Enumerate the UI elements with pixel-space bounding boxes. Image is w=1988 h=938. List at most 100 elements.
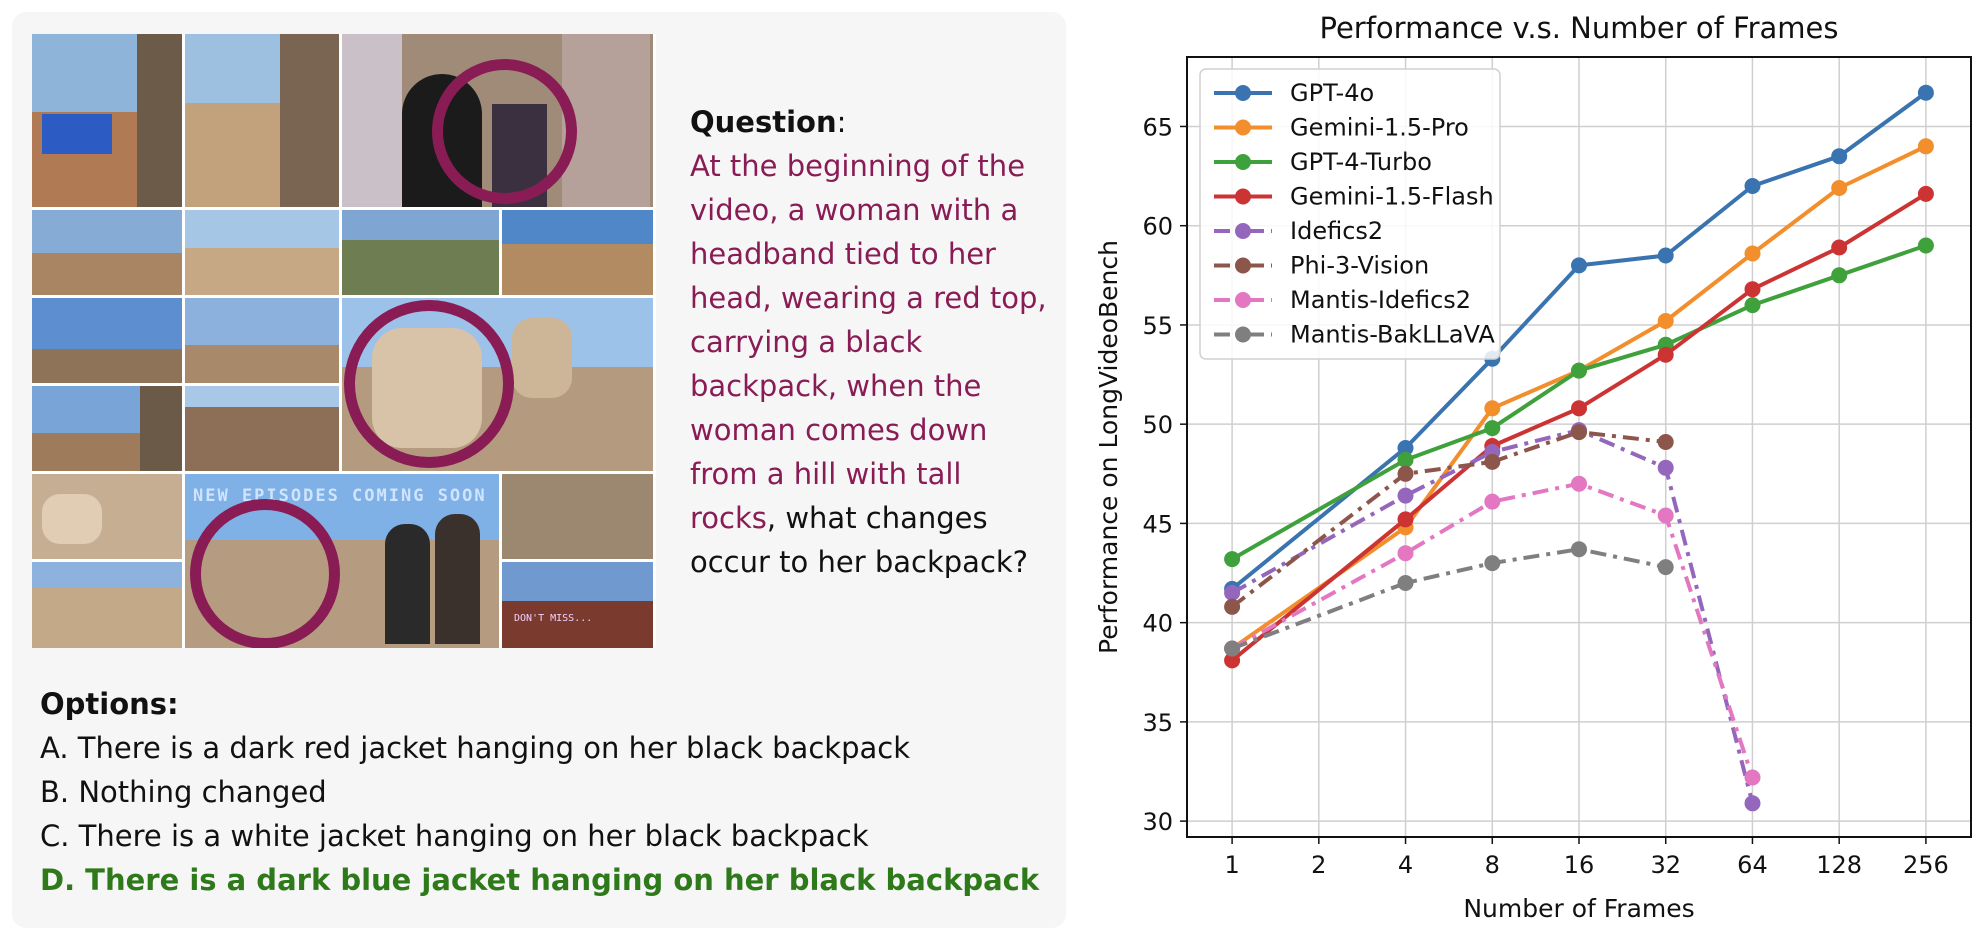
- x-tick-label: 64: [1737, 851, 1768, 879]
- data-point: [1224, 652, 1241, 669]
- data-point: [1397, 451, 1414, 468]
- video-frame: [342, 298, 653, 471]
- data-point: [1571, 257, 1587, 274]
- options-block: Options: A. There is a dark red jacket h…: [40, 682, 1050, 902]
- x-tick-label: 1: [1224, 851, 1239, 879]
- data-point: [1744, 769, 1761, 786]
- data-point: [1657, 459, 1674, 476]
- data-point: [1744, 178, 1761, 194]
- chart-legend: GPT-4o Gemini-1.5-Pro GPT-4-Turbo Gemini-1.…: [1199, 68, 1501, 360]
- data-point: [1917, 185, 1934, 202]
- data-point: [1397, 487, 1414, 504]
- legend-entry: Gemini-1.5-Pro: [1214, 114, 1469, 142]
- video-frame: [32, 474, 182, 559]
- question-panel: NEW EPISODES COMING SOON DON'T MISS... Q…: [12, 12, 1066, 928]
- video-frame: [502, 474, 653, 559]
- question-block: Question: At the beginning of the video,…: [690, 100, 1050, 584]
- data-point: [1397, 575, 1414, 591]
- data-point: [1744, 245, 1761, 262]
- data-point: [1571, 424, 1587, 441]
- highlight-circle: [344, 300, 514, 468]
- video-frame: [342, 34, 653, 207]
- video-frame: [342, 210, 499, 295]
- data-point: [1397, 511, 1414, 528]
- data-point: [1571, 475, 1587, 492]
- data-point: [1224, 598, 1241, 615]
- series-line: [1230, 91, 1928, 591]
- video-frame: [32, 34, 182, 207]
- series-line: [1231, 547, 1667, 651]
- series-line: [1230, 430, 1666, 609]
- data-point: [1484, 400, 1501, 417]
- video-frame: [185, 298, 339, 383]
- data-point: [1917, 138, 1934, 155]
- y-tick-label: 65: [1142, 113, 1173, 141]
- data-point: [1744, 297, 1761, 314]
- data-point: [1831, 239, 1848, 256]
- data-point: [1484, 493, 1501, 510]
- x-axis-label: Number of Frames: [1463, 894, 1694, 923]
- data-point: [1744, 795, 1761, 812]
- question-highlighted-text: At the beginning of the video, a woman w…: [690, 149, 1047, 535]
- legend-entry: Gemini-1.5-Flash: [1214, 183, 1494, 211]
- x-axis-ticks: 1 2 4 8 16 32 64 128 256: [1224, 837, 1949, 879]
- data-point: [1657, 313, 1674, 329]
- data-point: [1571, 541, 1587, 558]
- y-tick-label: 60: [1142, 213, 1173, 241]
- data-point: [1484, 420, 1501, 437]
- x-tick-label: 256: [1903, 851, 1949, 879]
- data-point: [1571, 400, 1587, 417]
- data-point: [1397, 440, 1414, 456]
- chart-title: Performance v.s. Number of Frames: [1319, 11, 1838, 45]
- performance-line-chart: Performance v.s. Number of Frames 30 35 40…: [1094, 11, 1972, 923]
- highlight-circle: [432, 59, 577, 204]
- video-frame: [32, 298, 182, 383]
- legend-label: Mantis-BakLLaVA: [1290, 321, 1495, 349]
- video-frame: [32, 386, 182, 471]
- legend-marker: [1235, 188, 1251, 205]
- y-axis-label: Performance on LongVideoBench: [1094, 240, 1123, 654]
- legend-marker: [1235, 119, 1251, 136]
- legend-entry: Idefics2: [1214, 217, 1383, 245]
- data-point: [1831, 180, 1848, 196]
- data-point: [1744, 281, 1761, 298]
- video-overlay-banner: NEW EPISODES COMING SOON: [193, 486, 487, 506]
- x-tick-label: 32: [1650, 851, 1681, 879]
- x-tick-label: 8: [1485, 851, 1500, 879]
- question-colon: :: [836, 105, 847, 139]
- legend-marker: [1235, 292, 1251, 308]
- x-tick-label: 2: [1311, 851, 1326, 879]
- video-frame: [185, 386, 339, 471]
- legend-marker: [1235, 223, 1251, 239]
- data-point: [1657, 247, 1674, 264]
- y-tick-label: 35: [1142, 709, 1173, 737]
- legend-label: Phi-3-Vision: [1290, 252, 1429, 280]
- y-tick-label: 50: [1142, 411, 1173, 439]
- data-point: [1917, 237, 1934, 254]
- video-frame-collage: NEW EPISODES COMING SOON DON'T MISS...: [32, 34, 656, 648]
- series-line: [1231, 481, 1755, 779]
- option-d-correct: D. There is a dark blue jacket hanging o…: [40, 863, 1040, 897]
- legend-label: Gemini-1.5-Pro: [1290, 114, 1469, 142]
- data-point: [1224, 584, 1241, 601]
- legend-label: Idefics2: [1290, 217, 1383, 245]
- option-c: C. There is a white jacket hanging on he…: [40, 819, 869, 853]
- legend-label: GPT-4o: [1290, 79, 1374, 107]
- y-tick-label: 45: [1142, 510, 1173, 538]
- option-b: B. Nothing changed: [40, 775, 327, 809]
- y-tick-label: 40: [1142, 610, 1173, 638]
- data-point: [1917, 84, 1934, 101]
- video-frame: [32, 210, 182, 295]
- options-heading: Options:: [40, 687, 179, 721]
- video-frame: DON'T MISS...: [502, 562, 653, 648]
- legend-entry: Phi-3-Vision: [1214, 252, 1429, 280]
- legend-box: [1199, 68, 1501, 360]
- legend-label: Mantis-Idefics2: [1290, 286, 1471, 314]
- legend-label: GPT-4-Turbo: [1290, 148, 1432, 176]
- x-tick-label: 128: [1816, 851, 1862, 879]
- data-point: [1657, 346, 1674, 363]
- video-frame: [502, 210, 653, 295]
- video-frame: [185, 34, 339, 207]
- data-point: [1224, 640, 1241, 657]
- x-tick-label: 16: [1564, 851, 1595, 879]
